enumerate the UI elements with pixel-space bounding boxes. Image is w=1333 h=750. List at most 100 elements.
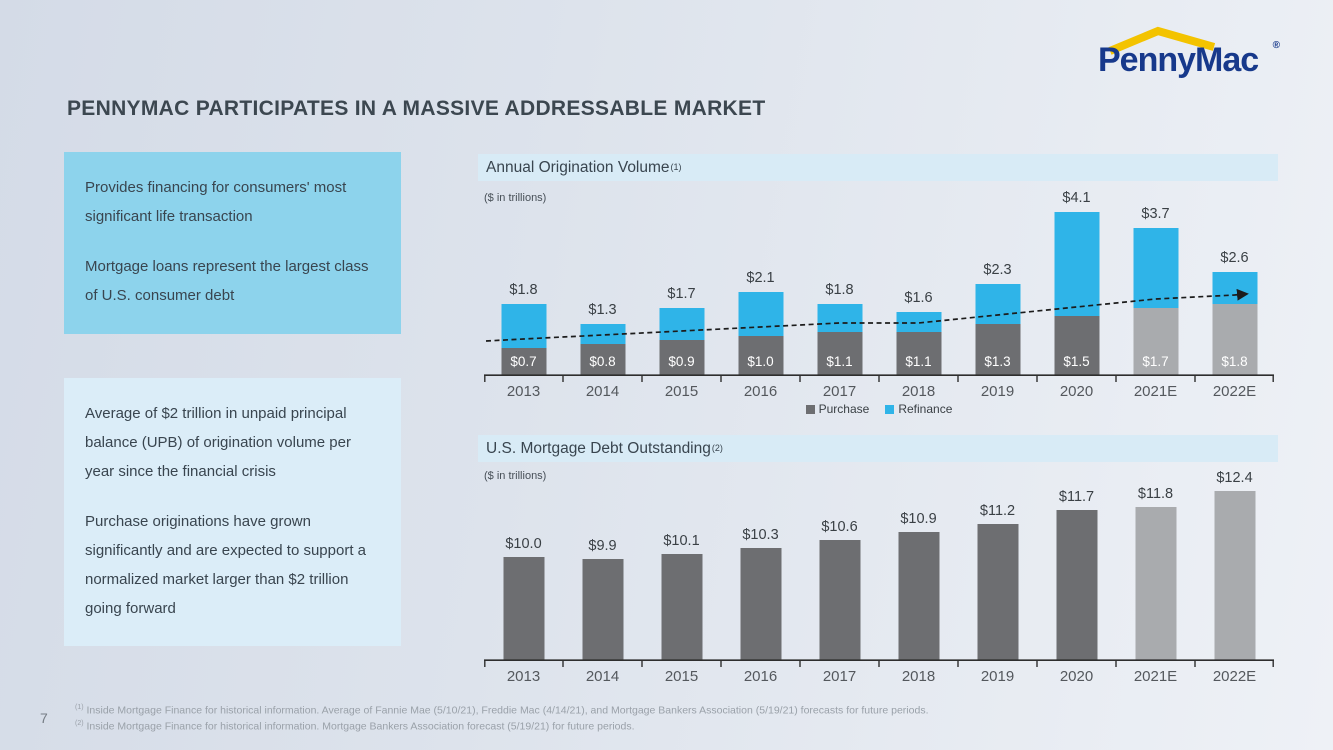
footnote-1-sup: (1) <box>75 704 84 711</box>
registered-mark: ® <box>1272 40 1280 51</box>
legend-label: Purchase <box>818 402 870 416</box>
debt-value-label: $11.2 <box>979 502 1016 519</box>
purchase-value-label: $1.7 <box>1142 354 1169 369</box>
chart2-x-label-2019: 2019 <box>980 668 1015 685</box>
debt-value-label: $9.9 <box>588 538 617 555</box>
legend-item-refinance: Refinance <box>885 402 952 416</box>
panel-paragraph: Mortgage loans represent the largest cla… <box>85 257 369 304</box>
chart2-x-label-2017: 2017 <box>822 668 857 685</box>
debt-bar-2014 <box>582 559 623 661</box>
chart2-x-label-2021E: 2021E <box>1133 668 1178 685</box>
footnote-2: (2) Inside Mortgage Finance for historic… <box>75 719 928 735</box>
debt-value-label: $10.0 <box>505 535 542 552</box>
chart1-units-label: ($ in trillions) <box>484 192 547 204</box>
chart2-x-label-2022E: 2022E <box>1212 668 1257 685</box>
footnote-1-text: Inside Mortgage Finance for historical i… <box>86 704 929 717</box>
purchase-value-label: $1.1 <box>826 354 853 369</box>
purchase-segment <box>501 348 546 376</box>
debt-bar-2019 <box>977 523 1018 661</box>
chart2-bar-group-2017: $10.6 <box>800 489 879 661</box>
footnote-1: (1) Inside Mortgage Finance for historic… <box>75 703 928 719</box>
purchase-value-label: $1.3 <box>984 354 1011 369</box>
chart1-x-label-2020: 2020 <box>1059 383 1094 400</box>
refinance-segment <box>1133 228 1178 308</box>
refinance-segment <box>1212 272 1257 304</box>
refinance-segment <box>738 292 783 336</box>
footnotes: (1) Inside Mortgage Finance for historic… <box>75 703 928 734</box>
logo-text: PennyMac <box>1098 41 1259 79</box>
chart2-x-label-2015: 2015 <box>664 668 699 685</box>
chart1-bar-group-2015: $1.7 $0.9 <box>642 204 721 376</box>
chart2-bar-group-2014: $9.9 <box>563 489 642 661</box>
chart2-bar-group-2019: $11.2 <box>958 489 1037 661</box>
purchase-value-label: $1.0 <box>747 354 774 369</box>
debt-bar-2015 <box>661 553 702 661</box>
chart1-bar-group-2020: $4.1 $1.5 <box>1037 190 1116 376</box>
total-value-label: $1.8 <box>825 282 854 298</box>
debt-value-label: $11.8 <box>1137 486 1174 502</box>
debt-value-label: $10.1 <box>663 532 700 549</box>
chart1-title: Annual Origination Volume <box>486 158 670 176</box>
purchase-value-label: $0.8 <box>589 354 616 369</box>
debt-bar-2022E <box>1214 490 1255 661</box>
chart2-units-label: ($ in trillions) <box>484 470 547 482</box>
highlight-panel-consumer-financing: Provides financing for consumers' most s… <box>64 152 401 334</box>
chart2-x-label-2018: 2018 <box>901 668 936 685</box>
legend-swatch-refinance <box>885 404 895 414</box>
chart1-x-label-2014: 2014 <box>585 383 620 400</box>
debt-value-label: $11.7 <box>1058 488 1095 505</box>
debt-bar-2017 <box>819 540 860 661</box>
chart1-bar-group-2014: $1.3 $0.8 <box>563 204 642 376</box>
page-number: 7 <box>40 710 48 726</box>
panel-paragraph: Purchase originations have grown signifi… <box>85 512 367 617</box>
debt-bar-2021E <box>1135 507 1176 661</box>
refinance-segment <box>659 308 704 340</box>
debt-bar-2020 <box>1056 509 1097 661</box>
debt-value-label: $10.9 <box>900 510 937 527</box>
chart2-bar-group-2018: $10.9 <box>879 489 958 661</box>
purchase-value-label: $0.9 <box>668 354 695 369</box>
total-value-label: $1.6 <box>904 290 933 306</box>
logo-roof-icon <box>1108 26 1216 55</box>
chart2-x-label-2016: 2016 <box>743 668 778 685</box>
chart2-x-axis-labels: 2013 2014 2015 2016 2017 2018 2019 2020 2021E 202… <box>484 668 1274 685</box>
refinance-segment <box>501 304 546 348</box>
chart1-bar-group-2019: $2.3 $1.3 <box>958 204 1037 376</box>
total-value-label: $2.3 <box>983 262 1012 278</box>
chart1-x-label-2013: 2013 <box>506 383 541 400</box>
chart2-bar-group-2013: $10.0 <box>484 489 563 661</box>
footnote-2-text: Inside Mortgage Finance for historical i… <box>86 720 635 733</box>
total-value-label: $2.6 <box>1220 250 1249 266</box>
purchase-value-label: $1.5 <box>1063 354 1090 369</box>
purchase-segment <box>580 344 625 376</box>
chart1-bar-group-2016: $2.1 $1.0 <box>721 204 800 376</box>
chart2-title: U.S. Mortgage Debt Outstanding <box>486 439 711 457</box>
chart1-x-label-2021E: 2021E <box>1133 383 1178 400</box>
chart1-x-label-2017: 2017 <box>822 383 857 400</box>
chart1-plot-area: $1.8 $0.7 $1.3 $0.8 $1.7 $0.9 $2.1 $1.0 $1.8 $1.1… <box>484 190 1274 382</box>
chart1-x-label-2019: 2019 <box>980 383 1015 400</box>
chart1-x-label-2022E: 2022E <box>1212 383 1257 400</box>
chart1-bar-group-2013: $1.8 $0.7 <box>484 204 563 376</box>
refinance-segment <box>817 304 862 332</box>
chart1-bar-group-2017: $1.8 $1.1 <box>800 204 879 376</box>
highlight-panel-upb-volume: Average of $2 trillion in unpaid princip… <box>64 378 401 646</box>
debt-bar-2013 <box>503 556 544 661</box>
purchase-value-label: $1.8 <box>1221 354 1248 369</box>
chart1-footnote-ref: (1) <box>670 161 682 172</box>
purchase-value-label: $1.1 <box>905 354 932 369</box>
chart2-header: U.S. Mortgage Debt Outstanding (2) <box>478 435 1278 462</box>
chart1-bar-group-2018: $1.6 $1.1 <box>879 204 958 376</box>
chart2-x-label-2013: 2013 <box>506 668 541 685</box>
panel-paragraph: Provides financing for consumers' most s… <box>85 179 347 225</box>
total-value-label: $3.7 <box>1141 206 1170 222</box>
purchase-value-label: $0.7 <box>510 354 537 369</box>
debt-value-label: $12.4 <box>1216 469 1253 486</box>
total-value-label: $1.8 <box>509 282 538 298</box>
total-value-label: $1.3 <box>588 302 617 318</box>
chart1-x-axis-labels: 2013 2014 2015 2016 2017 2018 2019 2020 2021E 202… <box>484 383 1274 400</box>
refinance-segment <box>896 312 941 332</box>
debt-value-label: $10.6 <box>821 519 858 535</box>
total-value-label: $4.1 <box>1062 190 1091 206</box>
total-value-label: $1.7 <box>667 286 696 302</box>
